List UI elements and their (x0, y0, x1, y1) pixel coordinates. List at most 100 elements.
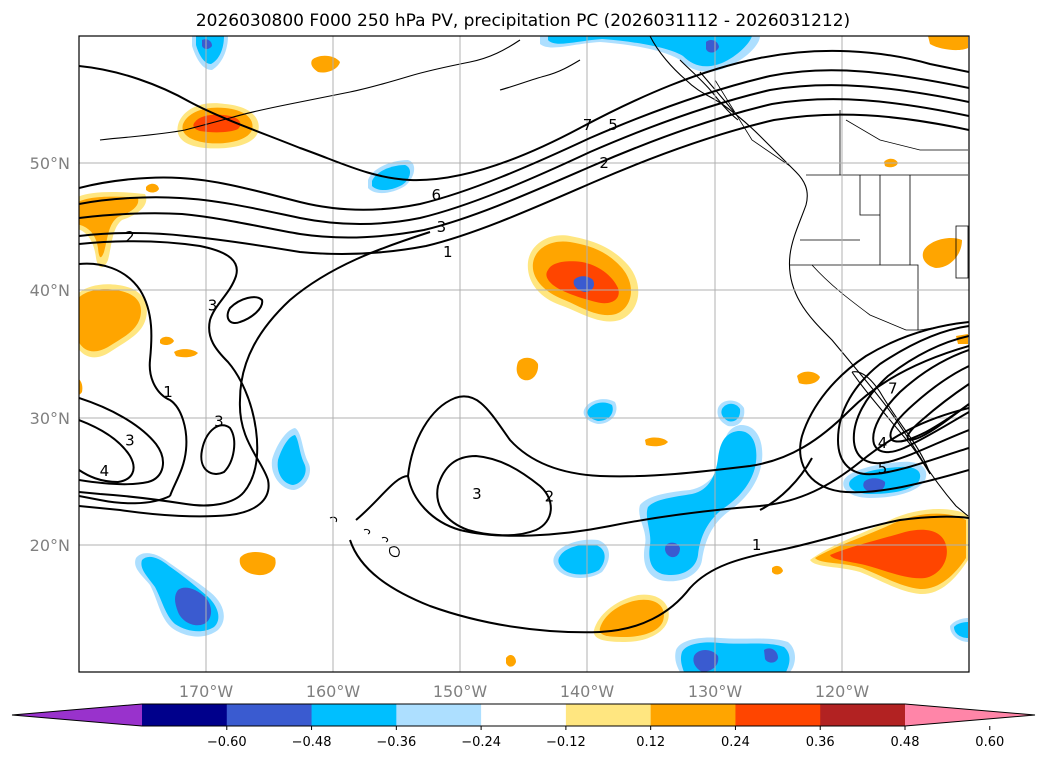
contour-label: 1 (443, 243, 453, 261)
pv-contour-6-jet (79, 69, 969, 211)
border-state-4 (811, 264, 907, 331)
pv-contour-2-jet (79, 113, 969, 255)
precip-anomaly-positive (160, 336, 174, 346)
precip-anomaly-positive (573, 276, 595, 292)
colorbar-tick-label: 0.36 (806, 735, 835, 750)
colorbar-tick-label: −0.36 (376, 735, 416, 750)
pv-contour-ridge-6 (852, 335, 969, 465)
pv-contour-3-loop (226, 296, 264, 324)
lon-tick-label: 150°W (433, 682, 488, 701)
contour-label: 2 (545, 487, 555, 505)
contour-label: 3 (437, 218, 447, 236)
latitude-tick-labels: 20°N 30°N 40°N 50°N (30, 154, 70, 555)
gridlines (79, 36, 969, 672)
contour-label: 5 (608, 116, 618, 134)
precip-anomaly-positive (79, 196, 139, 258)
precip-anomaly-positive (79, 289, 141, 352)
pv-contour-2-outer (355, 407, 969, 537)
contour-label: 4 (878, 434, 888, 452)
precip-anomaly-negative (587, 402, 613, 421)
lat-tick-label: 40°N (30, 281, 70, 300)
precip-anomaly-negative (277, 435, 306, 485)
colorbar-tick-label: −0.60 (207, 735, 247, 750)
pv-contour-ridge-3 (906, 383, 969, 442)
pv-contour-3-west (79, 240, 259, 507)
colorbar-tick-label: −0.24 (461, 735, 501, 750)
contour-label: 7 (888, 379, 898, 397)
colorbar-tick-label: 0.60 (975, 735, 1004, 750)
longitude-tick-labels: 170°W 160°W 150°W 140°W 130°W 120°W (179, 682, 870, 701)
precip-anomaly-negative (548, 36, 752, 67)
precip-anomaly-positive (922, 238, 962, 268)
colorbar-swatch (735, 704, 821, 726)
precip-anomaly-negative (175, 587, 212, 626)
precip-anomaly-negative (693, 650, 719, 672)
precip-anomaly-negative (863, 478, 886, 493)
precip-anomaly-positive (506, 655, 516, 667)
lon-tick-label: 170°W (179, 682, 234, 701)
pv-contour-1-jet (79, 231, 431, 518)
pv-contour-3-small (200, 424, 236, 475)
border-alaska-canada (714, 79, 791, 167)
precip-anomaly-negative (954, 622, 968, 638)
pv-contour-7-jet (79, 49, 969, 182)
map-frame (78, 35, 970, 673)
pv-contour-ridge-5 (872, 349, 969, 454)
precip-anomaly-positive (772, 565, 783, 575)
colorbar-tick-label: 0.12 (636, 735, 665, 750)
border-state-1 (790, 264, 919, 330)
precip-anomaly-positive (516, 357, 539, 381)
colorbar-swatch (142, 704, 228, 726)
coastline-alaska (229, 39, 521, 119)
precipitation-shading (79, 36, 968, 672)
chart-title: 2026030800 F000 250 hPa PV, precipitatio… (196, 11, 850, 31)
contour-label: 1 (752, 536, 762, 554)
pv-contour-5-jet (79, 84, 969, 225)
precip-anomaly-positive (146, 183, 159, 193)
contour-label: 3 (208, 297, 218, 315)
lon-tick-label: 160°W (306, 682, 361, 701)
colorbar-swatch (650, 704, 736, 726)
coastline-alaska-peninsula (499, 59, 581, 91)
colorbar-tick-label: −0.12 (546, 735, 586, 750)
colorbar-swatch (565, 704, 652, 726)
contour-label: 2 (125, 228, 135, 246)
lon-tick-label: 140°W (560, 682, 615, 701)
contour-label: 3 (125, 431, 135, 449)
precip-anomaly-negative (558, 544, 605, 575)
contour-label: 7 (583, 116, 593, 134)
contour-label: 3 (214, 412, 224, 430)
precip-anomaly-positive (830, 529, 947, 579)
precip-anomaly-positive (79, 379, 83, 395)
lat-tick-label: 20°N (30, 536, 70, 555)
contour-label: 5 (878, 459, 888, 477)
coastline-aleutians (99, 117, 231, 141)
coastline-hawaii (329, 516, 400, 558)
colorbar-extend-low (12, 704, 142, 726)
colorbar-swatch (820, 704, 906, 726)
colorbar-swatch (481, 704, 567, 726)
lat-tick-label: 30°N (30, 409, 70, 428)
precip-anomaly-negative (764, 648, 778, 663)
precip-anomaly-positive (797, 371, 820, 385)
precip-anomaly-negative (646, 430, 757, 576)
precip-anomaly-positive (239, 552, 276, 576)
pv-contour-4-west (79, 419, 135, 484)
colorbar-tick-label: 0.48 (891, 735, 920, 750)
colorbar-swatch (396, 704, 482, 726)
contour-label: 1 (163, 383, 173, 401)
contour-label: 6 (431, 186, 441, 204)
colorbar: −0.60 −0.48 −0.36 −0.24 −0.12 0.12 0.24 0.36 0.4… (11, 703, 1036, 750)
lon-tick-label: 130°W (688, 682, 743, 701)
contour-label: 4 (100, 462, 110, 480)
border-state-2 (859, 175, 881, 265)
pv-contours (79, 49, 969, 634)
precip-anomaly-negative (721, 403, 741, 422)
contour-label: 3 (472, 485, 482, 503)
precip-anomaly-positive (645, 437, 668, 447)
border-canada-province (839, 110, 968, 175)
lat-tick-label: 50°N (30, 154, 70, 173)
colorbar-swatch (311, 704, 397, 726)
pv-contour-3-west-lower (79, 397, 164, 486)
